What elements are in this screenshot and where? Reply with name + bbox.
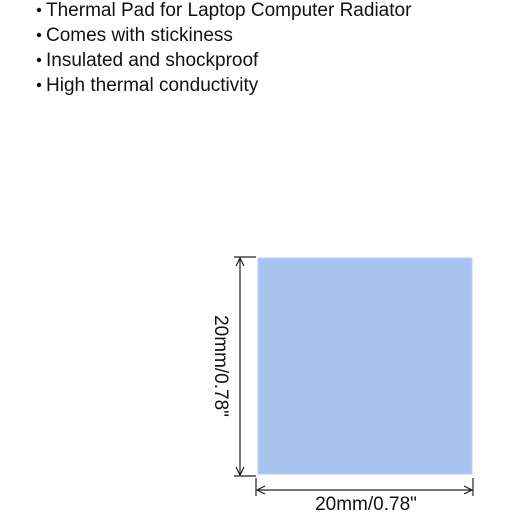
feature: Comes with stickiness xyxy=(46,25,233,46)
width-label: 20mm/0.78" xyxy=(315,494,417,512)
bullet xyxy=(36,57,42,63)
bullet xyxy=(36,32,42,38)
height-dimension xyxy=(234,256,256,477)
width-dimension xyxy=(255,478,474,496)
bullet xyxy=(36,7,42,13)
bullet xyxy=(36,82,42,88)
feature: High thermal conductivity xyxy=(46,75,259,96)
feature: Thermal Pad for Laptop Computer Radiator xyxy=(46,0,412,21)
feature-list: Thermal Pad for Laptop Computer Radiator… xyxy=(36,0,412,96)
dimension-arrows xyxy=(255,485,474,495)
height-label: 20mm/0.78" xyxy=(210,315,231,417)
dimension-arrows xyxy=(235,256,245,477)
feature: Insulated and shockproof xyxy=(46,50,259,71)
thermal-pad xyxy=(257,257,473,475)
